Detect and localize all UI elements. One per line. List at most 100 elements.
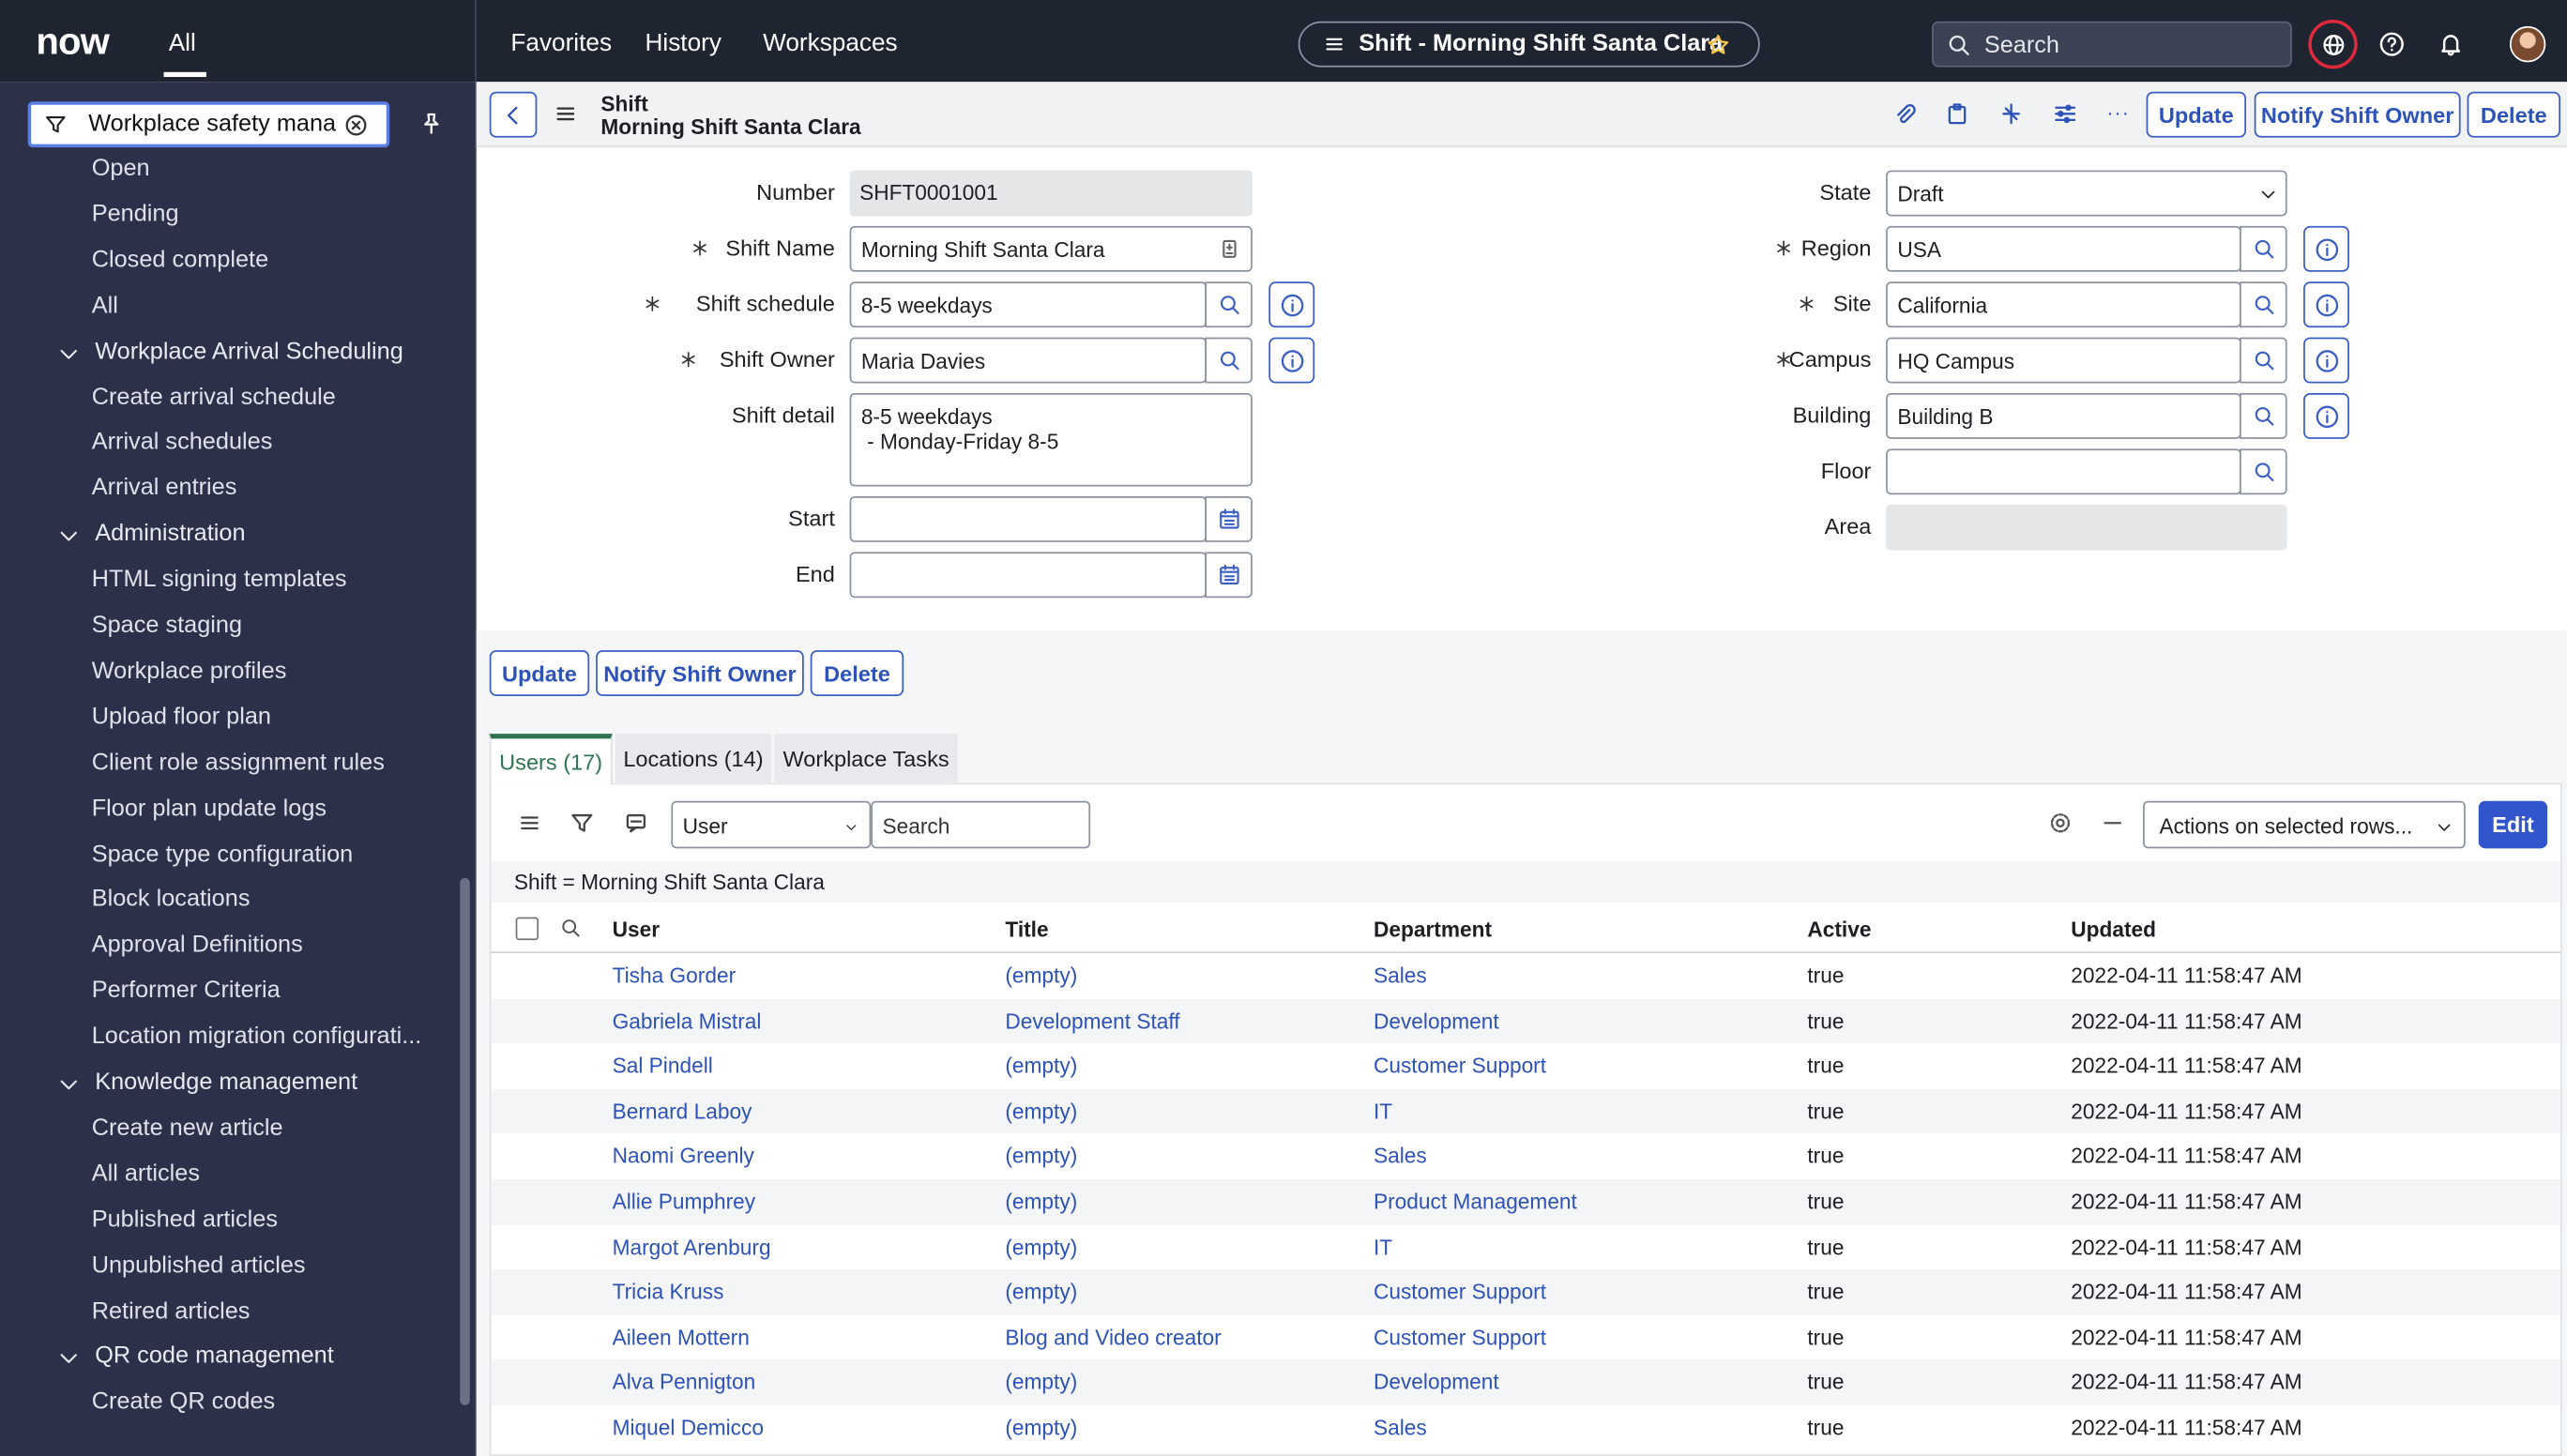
field-input[interactable]: USA: [1886, 225, 2241, 272]
section-chevron[interactable]: [57, 1072, 80, 1095]
column-search-icon[interactable]: [560, 918, 582, 939]
nav-item[interactable]: Space type configuration: [91, 841, 354, 868]
cell-link[interactable]: Tisha Gorder: [612, 963, 737, 988]
tab[interactable]: Locations (14): [615, 734, 771, 785]
nav-section[interactable]: Workplace Arrival Scheduling: [95, 338, 403, 365]
cell-link[interactable]: Sales: [1373, 1144, 1427, 1169]
header-action-icon[interactable]: [1945, 101, 1969, 126]
nav-item[interactable]: Closed complete: [91, 247, 269, 274]
section-chevron[interactable]: [57, 524, 80, 547]
cell-link[interactable]: Product Management: [1373, 1189, 1577, 1214]
info-button[interactable]: [1268, 281, 1315, 328]
field-input[interactable]: [849, 495, 1207, 542]
tab[interactable]: Users (17): [489, 734, 613, 785]
header-action-icon[interactable]: [2053, 101, 2077, 126]
cell-link[interactable]: (empty): [1005, 1279, 1078, 1304]
cell-link[interactable]: (empty): [1005, 1099, 1078, 1124]
cell-link[interactable]: Miquel Demicco: [612, 1415, 764, 1440]
form-button[interactable]: Notify Shift Owner: [596, 650, 804, 696]
nav-section[interactable]: Knowledge management: [95, 1069, 358, 1096]
header-button[interactable]: Notify Shift Owner: [2254, 91, 2461, 138]
help-icon[interactable]: [2378, 31, 2405, 57]
cell-link[interactable]: Alva Pennigton: [612, 1370, 756, 1395]
lookup-button[interactable]: [1205, 552, 1253, 599]
avatar[interactable]: [2509, 25, 2546, 63]
list-tool-icon[interactable]: [624, 811, 648, 835]
actions-select[interactable]: Actions on selected rows...: [2143, 800, 2466, 849]
favorite-star[interactable]: [1706, 33, 1730, 57]
nav-item[interactable]: Arrival entries: [91, 475, 237, 502]
list-tool-icon[interactable]: [517, 811, 541, 835]
nav-item[interactable]: Open: [91, 155, 150, 182]
field-select[interactable]: User: [671, 800, 872, 849]
info-button[interactable]: [2303, 392, 2349, 439]
nav-item[interactable]: Create QR codes: [91, 1388, 276, 1416]
cell-link[interactable]: Blog and Video creator: [1005, 1324, 1222, 1350]
back-button[interactable]: [489, 91, 538, 138]
nav-item[interactable]: Workplace profiles: [91, 658, 287, 685]
field-input[interactable]: HQ Campus: [1886, 337, 2241, 384]
cell-link[interactable]: Customer Support: [1373, 1279, 1547, 1304]
globe-button[interactable]: [2308, 19, 2358, 69]
header-action-icon[interactable]: [2105, 101, 2130, 126]
filter-input[interactable]: Workplace safety mana: [27, 101, 390, 148]
nav-item[interactable]: All: [91, 292, 118, 319]
nav-item[interactable]: Location migration configurati...: [91, 1024, 422, 1051]
nav-item[interactable]: Arrival schedules: [91, 430, 273, 457]
field-input[interactable]: Building B: [1886, 392, 2241, 439]
field-input[interactable]: [1886, 448, 2241, 495]
nav-item[interactable]: Pending: [91, 201, 179, 228]
clear-icon[interactable]: [343, 113, 368, 137]
cell-link[interactable]: Development: [1373, 1370, 1499, 1395]
cell-link[interactable]: Allie Pumphrey: [612, 1189, 756, 1214]
column-header[interactable]: Title: [1005, 917, 1049, 942]
select-all-checkbox[interactable]: [515, 917, 539, 941]
nav-item[interactable]: Create arrival schedule: [91, 384, 336, 411]
nav-item[interactable]: Upload floor plan: [91, 704, 272, 731]
field-input[interactable]: California: [1886, 281, 2241, 328]
section-chevron[interactable]: [57, 341, 80, 364]
field-input[interactable]: [849, 552, 1207, 599]
field-input[interactable]: 8-5 weekdays - Monday-Friday 8-5: [849, 392, 1253, 487]
cell-link[interactable]: Gabriela Mistral: [612, 1008, 762, 1033]
section-chevron[interactable]: [57, 1347, 80, 1370]
cell-link[interactable]: (empty): [1005, 1415, 1078, 1440]
cell-link[interactable]: (empty): [1005, 1189, 1078, 1214]
cell-link[interactable]: Development Staff: [1005, 1008, 1180, 1033]
column-header[interactable]: Updated: [2071, 917, 2157, 942]
nav-item[interactable]: All articles: [91, 1160, 201, 1188]
collapse-icon[interactable]: [2101, 811, 2125, 835]
context-menu-icon[interactable]: [554, 101, 578, 126]
lookup-button[interactable]: [2240, 281, 2287, 328]
nav-link[interactable]: Favorites: [510, 29, 613, 58]
lookup-button[interactable]: [2240, 225, 2287, 272]
cell-link[interactable]: Customer Support: [1373, 1324, 1547, 1350]
nav-item[interactable]: Space staging: [91, 612, 243, 639]
cell-link[interactable]: Sal Pindell: [612, 1053, 713, 1079]
nav-link[interactable]: Workspaces: [763, 29, 898, 58]
cell-link[interactable]: IT: [1373, 1099, 1393, 1124]
column-header[interactable]: Active: [1807, 917, 1872, 942]
breadcrumb[interactable]: Shift = Morning Shift Santa Clara: [513, 870, 825, 895]
cell-link[interactable]: (empty): [1005, 963, 1078, 988]
cell-link[interactable]: (empty): [1005, 1144, 1078, 1169]
nav-item[interactable]: HTML signing templates: [91, 567, 347, 594]
field-input[interactable]: Draft: [1886, 170, 2287, 217]
nav-item[interactable]: Approval Definitions: [91, 932, 303, 959]
tab[interactable]: Workplace Tasks: [774, 734, 958, 785]
cell-link[interactable]: Naomi Greenly: [612, 1144, 754, 1169]
cell-link[interactable]: (empty): [1005, 1053, 1078, 1079]
cell-link[interactable]: Bernard Laboy: [612, 1099, 752, 1124]
lookup-button[interactable]: [1205, 337, 1253, 384]
nav-section[interactable]: QR code management: [95, 1343, 334, 1371]
field-input[interactable]: 8-5 weekdays: [849, 281, 1207, 328]
cell-link[interactable]: (empty): [1005, 1234, 1078, 1259]
global-search[interactable]: Search: [1931, 21, 2292, 68]
column-header[interactable]: Department: [1373, 917, 1493, 942]
record-pill[interactable]: Shift - Morning Shift Santa Clara: [1298, 21, 1760, 68]
nav-item[interactable]: Retired articles: [91, 1297, 251, 1325]
settings-icon[interactable]: [2048, 811, 2073, 835]
field-input[interactable]: Maria Davies: [849, 337, 1207, 384]
info-button[interactable]: [2303, 281, 2349, 328]
list-tool-icon[interactable]: [570, 811, 594, 835]
